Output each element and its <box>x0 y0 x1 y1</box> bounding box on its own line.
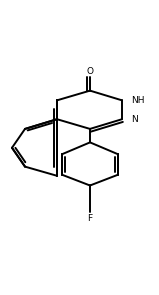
Text: NH: NH <box>131 96 144 105</box>
Text: F: F <box>87 214 93 223</box>
Text: O: O <box>86 67 93 76</box>
Text: N: N <box>131 115 138 124</box>
